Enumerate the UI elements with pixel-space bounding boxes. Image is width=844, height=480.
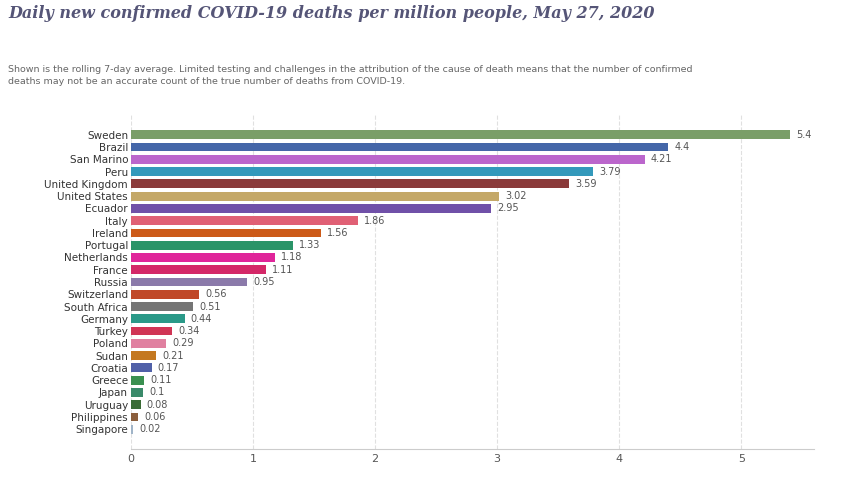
Text: 3.02: 3.02: [506, 191, 528, 201]
Text: 0.17: 0.17: [158, 363, 179, 373]
Text: 1.56: 1.56: [327, 228, 349, 238]
Text: 1.11: 1.11: [273, 265, 294, 275]
Bar: [131, 216, 358, 225]
Text: 1.33: 1.33: [300, 240, 321, 250]
Bar: [131, 314, 185, 323]
Bar: [131, 265, 267, 274]
Bar: [131, 388, 143, 397]
Text: 5.4: 5.4: [796, 130, 812, 140]
Text: 0.21: 0.21: [163, 350, 184, 360]
Bar: [131, 376, 144, 384]
Bar: [131, 412, 138, 421]
Text: 0.95: 0.95: [253, 277, 274, 287]
Text: 0.51: 0.51: [199, 301, 220, 312]
Bar: [131, 327, 172, 336]
Bar: [131, 180, 569, 188]
Bar: [131, 228, 322, 237]
Text: Daily new confirmed COVID-19 deaths per million people, May 27, 2020: Daily new confirmed COVID-19 deaths per …: [8, 5, 655, 22]
Bar: [131, 241, 293, 250]
Bar: [131, 425, 133, 433]
Bar: [131, 400, 141, 409]
Text: 0.08: 0.08: [147, 400, 168, 410]
Text: 0.06: 0.06: [144, 412, 165, 422]
Text: 0.56: 0.56: [205, 289, 227, 299]
Text: 0.02: 0.02: [139, 424, 161, 434]
Text: 4.21: 4.21: [651, 154, 673, 164]
Text: 1.18: 1.18: [281, 252, 302, 263]
Bar: [131, 339, 166, 348]
Text: 1.86: 1.86: [364, 216, 386, 226]
Text: 3.79: 3.79: [599, 167, 621, 177]
Bar: [131, 277, 246, 287]
Bar: [131, 363, 152, 372]
Bar: [131, 192, 500, 201]
Bar: [131, 290, 199, 299]
Bar: [131, 204, 491, 213]
Text: 0.1: 0.1: [149, 387, 165, 397]
Bar: [131, 143, 668, 152]
Bar: [131, 167, 593, 176]
Text: 4.4: 4.4: [674, 142, 690, 152]
Bar: [131, 302, 193, 311]
Bar: [131, 155, 645, 164]
Bar: [131, 351, 156, 360]
Text: 0.44: 0.44: [191, 314, 212, 324]
Text: 0.34: 0.34: [178, 326, 200, 336]
Text: Shown is the rolling 7-day average. Limited testing and challenges in the attrib: Shown is the rolling 7-day average. Limi…: [8, 65, 693, 85]
Text: 2.95: 2.95: [497, 204, 519, 214]
Text: 3.59: 3.59: [576, 179, 597, 189]
Bar: [131, 131, 790, 139]
Text: 0.11: 0.11: [150, 375, 171, 385]
Text: 0.29: 0.29: [172, 338, 194, 348]
Bar: [131, 253, 275, 262]
